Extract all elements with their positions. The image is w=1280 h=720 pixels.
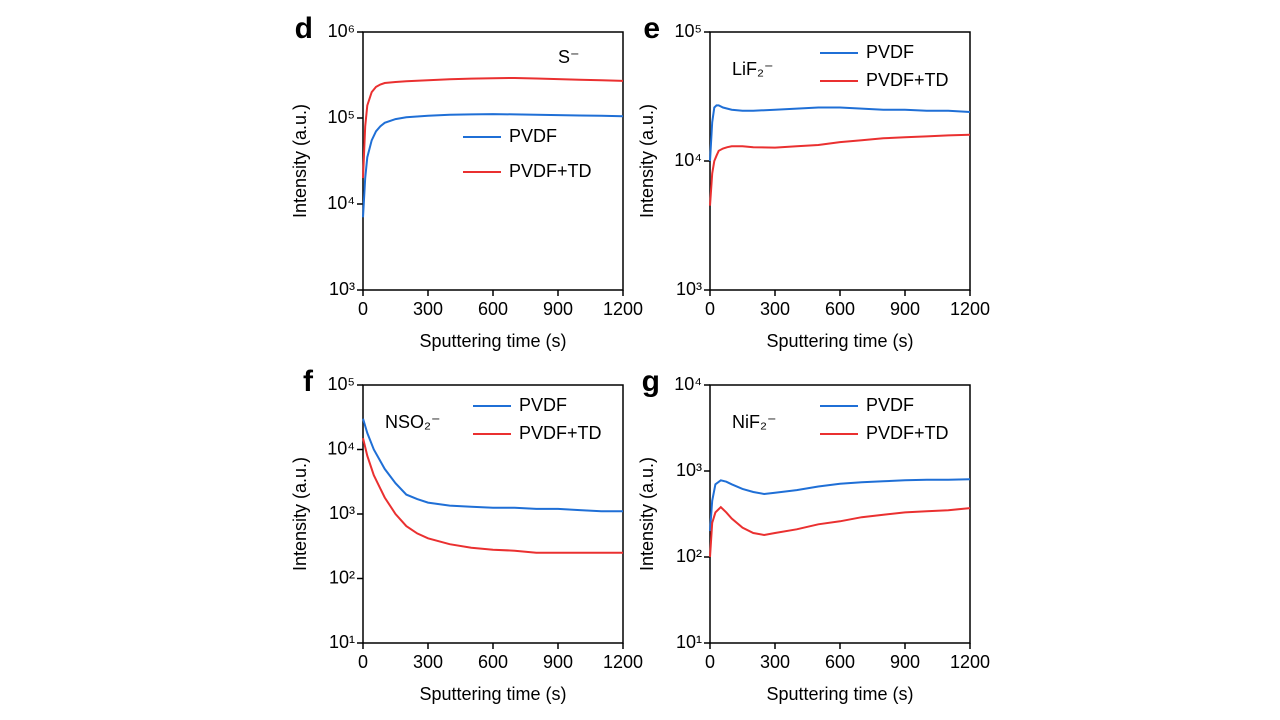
- x-tick-label: 600: [478, 652, 508, 672]
- y-tick-label: 10⁵: [328, 107, 355, 127]
- legend-label: PVDF: [509, 126, 557, 146]
- annotation: S⁻: [558, 47, 580, 67]
- x-axis-label: Sputtering time (s): [419, 331, 566, 351]
- data-line: [709, 478, 971, 532]
- y-tick-label: 10⁴: [327, 193, 355, 213]
- y-tick-label: 10²: [676, 546, 702, 566]
- x-tick-label: 600: [478, 299, 508, 319]
- data-line: [362, 76, 624, 179]
- panel-label: g: [642, 365, 660, 398]
- x-tick-label: 1200: [603, 652, 643, 672]
- data-line: [362, 418, 623, 513]
- y-tick-label: 10⁴: [327, 438, 355, 458]
- x-tick-label: 900: [543, 299, 573, 319]
- legend-label: PVDF: [519, 395, 567, 415]
- y-tick-label: 10¹: [676, 632, 702, 652]
- y-tick-label: 10³: [676, 279, 702, 299]
- y-tick-label: 10⁵: [328, 374, 355, 394]
- x-tick-label: 1200: [603, 299, 643, 319]
- x-tick-label: 300: [413, 299, 443, 319]
- x-tick-label: 0: [705, 299, 715, 319]
- x-tick-label: 300: [760, 652, 790, 672]
- legend-label: PVDF: [866, 395, 914, 415]
- legend-label: PVDF+TD: [519, 423, 602, 443]
- y-tick-label: 10³: [329, 503, 355, 523]
- panel-label: d: [295, 12, 313, 45]
- y-tick-label: 10⁴: [674, 374, 702, 394]
- legend-label: PVDF+TD: [509, 161, 592, 181]
- x-tick-label: 600: [825, 299, 855, 319]
- x-tick-label: 900: [890, 299, 920, 319]
- legend-label: PVDF+TD: [866, 423, 949, 443]
- x-tick-label: 0: [705, 652, 715, 672]
- data-line: [709, 133, 971, 206]
- panel-label: f: [303, 365, 314, 398]
- y-tick-label: 10⁴: [674, 150, 702, 170]
- y-axis-label: Intensity (a.u.): [290, 457, 310, 571]
- data-line: [362, 437, 623, 554]
- annotation: NiF₂⁻: [732, 412, 776, 432]
- annotation: LiF₂⁻: [732, 59, 774, 79]
- x-tick-label: 900: [890, 652, 920, 672]
- y-tick-label: 10⁶: [328, 21, 355, 41]
- legend-label: PVDF+TD: [866, 70, 949, 90]
- data-line: [709, 104, 971, 162]
- x-tick-label: 600: [825, 652, 855, 672]
- y-tick-label: 10³: [676, 460, 702, 480]
- legend-label: PVDF: [866, 42, 914, 62]
- y-tick-label: 10⁵: [675, 21, 702, 41]
- x-tick-label: 300: [760, 299, 790, 319]
- x-tick-label: 900: [543, 652, 573, 672]
- y-tick-label: 10²: [329, 567, 355, 587]
- data-line: [362, 113, 624, 218]
- data-line: [709, 505, 971, 558]
- x-tick-label: 300: [413, 652, 443, 672]
- x-axis-label: Sputtering time (s): [419, 684, 566, 704]
- x-tick-label: 1200: [950, 652, 990, 672]
- x-axis-label: Sputtering time (s): [766, 331, 913, 351]
- x-tick-label: 1200: [950, 299, 990, 319]
- annotation: NSO₂⁻: [385, 412, 441, 432]
- y-tick-label: 10³: [329, 279, 355, 299]
- y-tick-label: 10¹: [329, 632, 355, 652]
- x-tick-label: 0: [358, 652, 368, 672]
- y-axis-label: Intensity (a.u.): [637, 104, 657, 218]
- y-axis-label: Intensity (a.u.): [290, 104, 310, 218]
- panel-label: e: [643, 12, 660, 45]
- x-tick-label: 0: [358, 299, 368, 319]
- x-axis-label: Sputtering time (s): [766, 684, 913, 704]
- y-axis-label: Intensity (a.u.): [637, 457, 657, 571]
